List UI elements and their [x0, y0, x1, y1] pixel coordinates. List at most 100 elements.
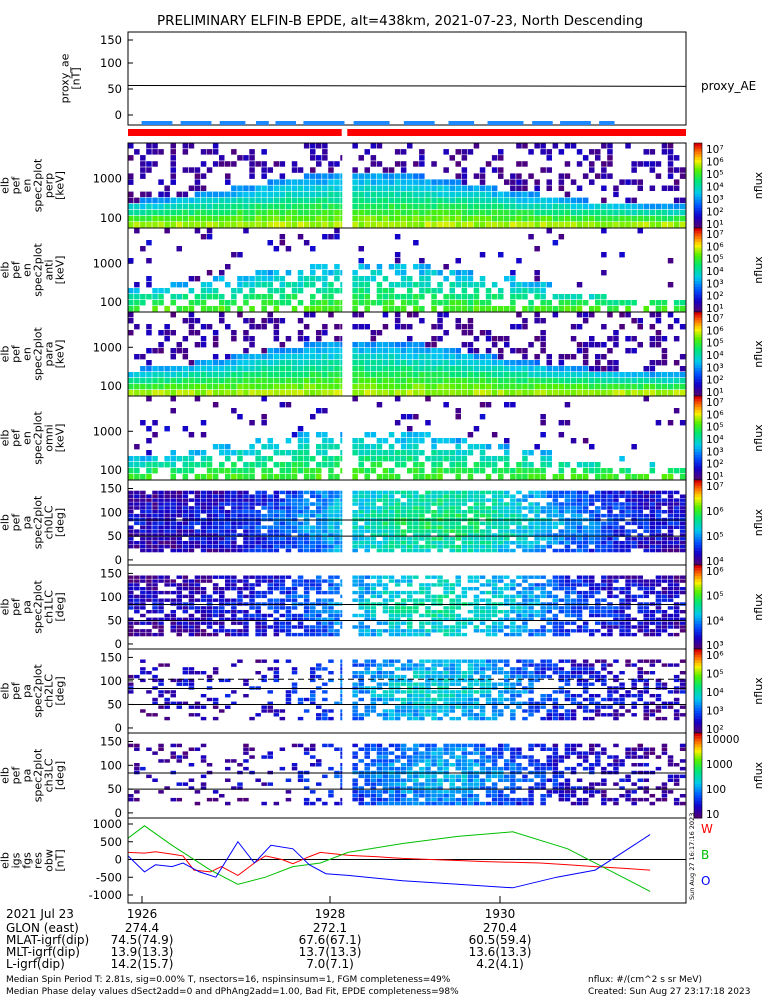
- heatmap-cell: [291, 468, 298, 474]
- heatmap-cell: [267, 167, 273, 173]
- heatmap-cell: [473, 462, 480, 468]
- heatmap-cell: [140, 378, 146, 384]
- heatmap-cell: [498, 336, 504, 342]
- heatmap-cell: [188, 510, 195, 514]
- heatmap-cell: [200, 525, 207, 529]
- heatmap-cell: [255, 390, 261, 396]
- heatmap-cell: [273, 575, 280, 579]
- heatmap-cell: [667, 149, 674, 155]
- heatmap-cell: [661, 544, 668, 549]
- ylabel-line: pa: [21, 600, 34, 614]
- heatmap-cell: [358, 525, 364, 529]
- heatmap-cell: [413, 575, 419, 579]
- heatmap-cell: [510, 384, 516, 390]
- heatmap-cell: [516, 197, 522, 204]
- heatmap-cell: [382, 342, 389, 348]
- heatmap-cell: [589, 498, 595, 502]
- heatmap-cell: [467, 185, 474, 191]
- heatmap-cell: [485, 191, 492, 198]
- colorbar-tick: 10¹: [706, 303, 724, 315]
- heatmap-cell: [328, 209, 334, 216]
- heatmap-cell: [413, 221, 419, 228]
- heatmap-cell: [316, 521, 322, 526]
- heatmap-cell: [322, 300, 328, 306]
- heatmap-cell: [589, 203, 595, 210]
- heatmap-cell: [431, 306, 437, 312]
- heatmap-cell: [570, 384, 577, 390]
- heatmap-cell: [237, 502, 243, 506]
- heatmap-cell: [206, 613, 213, 618]
- colorbar-tick: 10²: [706, 207, 724, 219]
- heatmap-cell: [316, 300, 322, 306]
- heatmap-cell: [582, 474, 589, 480]
- heatmap-cell: [449, 221, 455, 228]
- heatmap-cell: [394, 282, 401, 288]
- heatmap-cell: [510, 372, 516, 378]
- heatmap-cell: [400, 590, 407, 595]
- heatmap-cell: [407, 598, 413, 602]
- heatmap-cell: [388, 294, 395, 300]
- heatmap-cell: [673, 185, 680, 191]
- heatmap-cell: [667, 490, 674, 495]
- heatmap-cell: [467, 372, 474, 378]
- heatmap-cell: [576, 617, 583, 621]
- heatmap-cell: [455, 621, 461, 625]
- heatmap-cell: [510, 366, 516, 372]
- heatmap-cell: [407, 215, 413, 222]
- heatmap-cell: [661, 502, 668, 506]
- heatmap-cell: [267, 203, 273, 210]
- heatmap-cell: [491, 625, 498, 629]
- heatmap-cell: [243, 541, 249, 545]
- heatmap-cell: [607, 490, 613, 495]
- heatmap-cell: [170, 366, 176, 372]
- heatmap-cell: [334, 510, 340, 514]
- heatmap-cell: [449, 185, 455, 191]
- heatmap-cell: [273, 621, 280, 625]
- heatmap-cell: [443, 203, 449, 210]
- heatmap-cells: [128, 480, 686, 565]
- colorbar-swatch: [694, 454, 702, 459]
- colorbar-swatch: [694, 525, 702, 529]
- heatmap-cell: [291, 191, 298, 198]
- heatmap-cell: [358, 276, 364, 282]
- heatmap-cell: [540, 282, 546, 288]
- heatmap-cell: [225, 203, 231, 210]
- heatmap-cell: [516, 360, 522, 366]
- heatmap-cell: [291, 525, 298, 529]
- heatmap-cell: [388, 521, 395, 526]
- heatmap-cell: [491, 167, 498, 173]
- colorbar-swatch: [694, 143, 702, 147]
- heatmap-cell: [146, 533, 152, 537]
- heatmap-cell: [291, 632, 298, 637]
- heatmap-cell: [625, 474, 631, 480]
- heatmap-cell: [431, 529, 437, 533]
- heatmap-cell: [334, 264, 340, 270]
- heatmap-cell: [364, 372, 370, 378]
- heatmap-cell: [667, 143, 674, 149]
- heatmap-cell: [188, 468, 195, 474]
- heatmap-cell: [570, 613, 577, 618]
- heatmap-cell: [134, 502, 140, 506]
- heatmap-cell: [631, 203, 637, 210]
- heatmap-cell: [334, 583, 340, 587]
- heatmap-cell: [291, 474, 298, 480]
- heatmap-cell: [589, 384, 595, 390]
- heatmap-cell: [334, 221, 340, 228]
- heatmap-cell: [176, 306, 182, 312]
- heatmap-cell: [370, 450, 377, 456]
- heatmap-cell: [625, 541, 631, 545]
- heatmap-cell: [334, 544, 340, 549]
- ylabel-line: elb: [0, 346, 12, 363]
- heatmap-cell: [170, 203, 176, 210]
- heatmap-cell: [297, 378, 304, 384]
- heatmap-cell: [576, 348, 583, 354]
- heatmap-cell: [595, 294, 601, 300]
- heatmap-cell: [182, 525, 189, 529]
- heatmap-cell: [364, 525, 370, 529]
- heatmap-cell: [528, 360, 534, 366]
- heatmap-cell: [534, 312, 540, 318]
- heatmap-cell: [449, 583, 455, 587]
- heatmap-cell: [322, 264, 328, 270]
- heatmap-cell: [328, 521, 334, 526]
